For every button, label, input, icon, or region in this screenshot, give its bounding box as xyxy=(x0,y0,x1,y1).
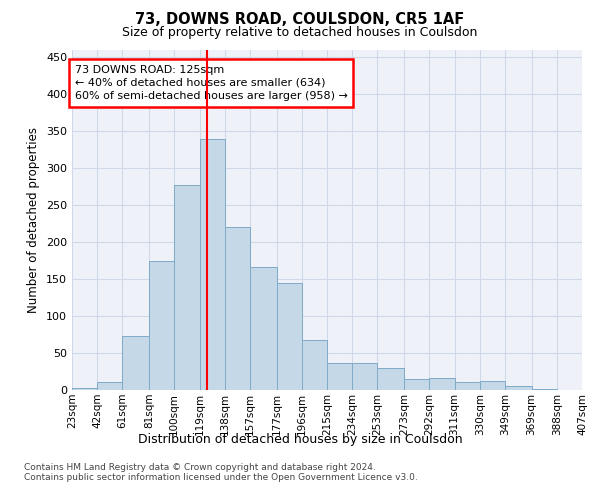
Bar xyxy=(455,382,480,390)
Bar xyxy=(72,388,97,390)
Bar xyxy=(377,368,404,390)
Bar xyxy=(277,283,302,390)
Text: Distribution of detached houses by size in Coulsdon: Distribution of detached houses by size … xyxy=(137,432,463,446)
Bar xyxy=(97,382,122,390)
Bar xyxy=(480,381,505,390)
Bar xyxy=(174,186,199,390)
Y-axis label: Number of detached properties: Number of detached properties xyxy=(28,127,40,313)
Bar xyxy=(250,266,277,390)
Text: 73 DOWNS ROAD: 125sqm
← 40% of detached houses are smaller (634)
60% of semi-det: 73 DOWNS ROAD: 125sqm ← 40% of detached … xyxy=(74,65,347,101)
Bar xyxy=(122,336,149,390)
Text: 73, DOWNS ROAD, COULSDON, CR5 1AF: 73, DOWNS ROAD, COULSDON, CR5 1AF xyxy=(136,12,464,28)
Bar xyxy=(225,226,250,390)
Bar xyxy=(327,362,352,390)
Bar xyxy=(429,378,455,390)
Bar xyxy=(352,362,377,390)
Bar xyxy=(149,260,174,390)
Bar xyxy=(505,386,532,390)
Bar xyxy=(404,379,429,390)
Bar xyxy=(199,138,225,390)
Text: Contains HM Land Registry data © Crown copyright and database right 2024.
Contai: Contains HM Land Registry data © Crown c… xyxy=(24,462,418,482)
Text: Size of property relative to detached houses in Coulsdon: Size of property relative to detached ho… xyxy=(122,26,478,39)
Bar xyxy=(302,340,327,390)
